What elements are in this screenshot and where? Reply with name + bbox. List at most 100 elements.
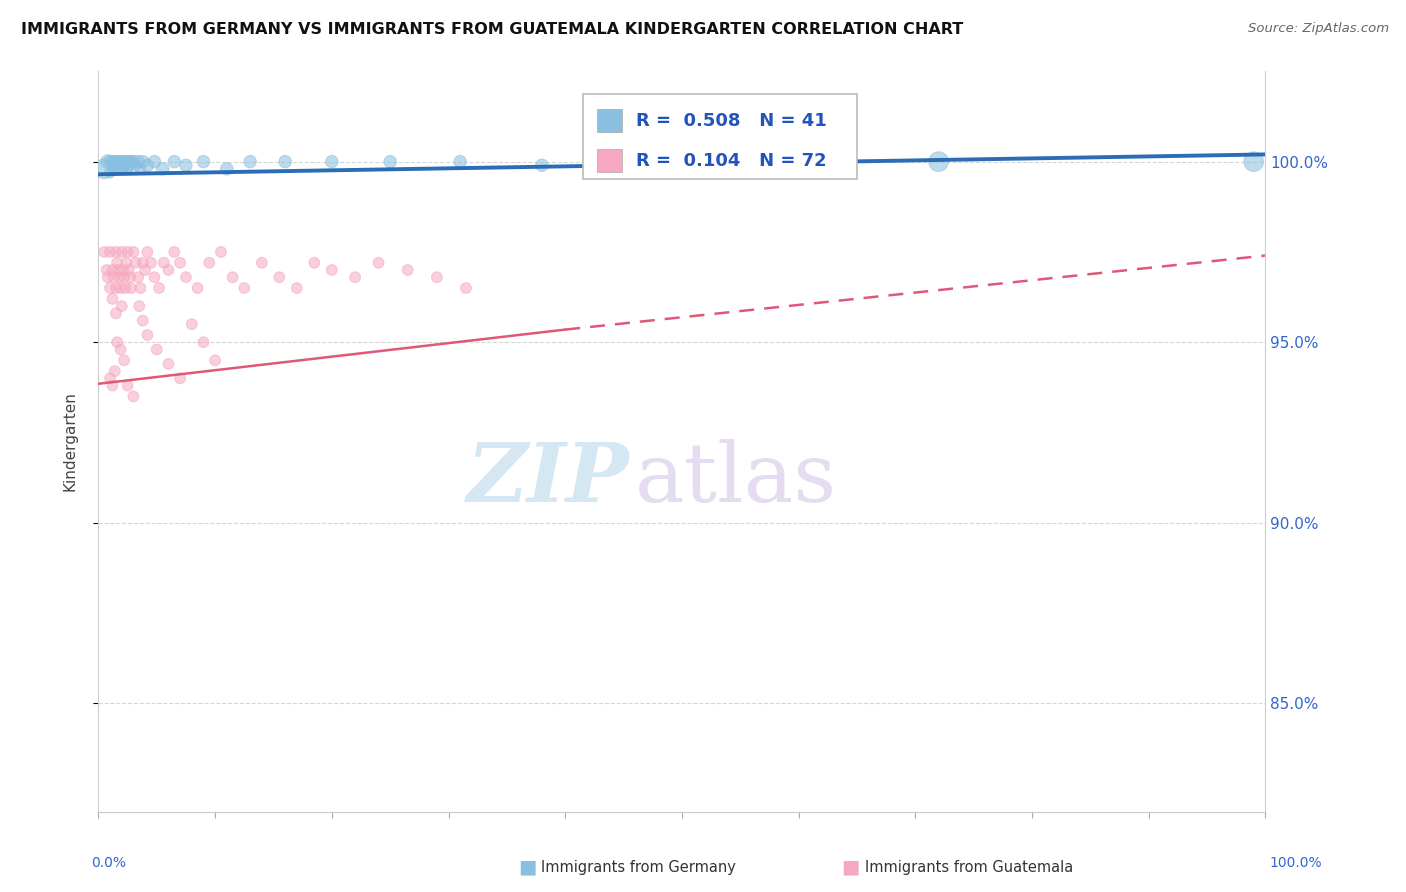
Point (108, 154, 131, 169)
Point (1243, 154, 1265, 169)
Text: Immigrants from Guatemala: Immigrants from Guatemala (865, 860, 1073, 874)
Point (204, 353, 226, 368)
Point (118, 263, 141, 277)
Point (104, 306, 127, 320)
Point (120, 281, 142, 295)
Point (104, 154, 127, 169)
Text: Immigrants from Germany: Immigrants from Germany (541, 860, 737, 874)
Point (125, 158, 148, 172)
Point (112, 353, 135, 368)
Point (530, 158, 553, 172)
Point (180, 317, 202, 331)
Point (103, 270, 125, 285)
Point (143, 154, 166, 169)
Point (321, 154, 343, 169)
Point (97, 154, 120, 169)
Point (233, 281, 256, 295)
Point (449, 154, 471, 169)
Point (129, 161, 152, 176)
Point (136, 158, 159, 172)
Point (396, 263, 419, 277)
FancyBboxPatch shape (582, 94, 856, 178)
Point (174, 158, 197, 172)
Point (215, 161, 238, 176)
Point (136, 244, 159, 259)
Point (111, 154, 134, 169)
Point (380, 154, 402, 169)
Point (152, 256, 174, 270)
Point (110, 158, 132, 172)
Bar (596, 110, 623, 132)
Text: R =  0.104   N = 72: R = 0.104 N = 72 (637, 153, 827, 170)
Point (112, 270, 135, 285)
Point (146, 343, 169, 357)
Point (152, 161, 174, 176)
Point (110, 343, 132, 357)
Point (115, 154, 138, 169)
Point (105, 335, 128, 350)
Point (104, 364, 127, 378)
Point (143, 270, 166, 285)
Point (114, 158, 136, 172)
Point (118, 158, 141, 172)
Point (104, 281, 127, 295)
Text: R =  0.508   N = 41: R = 0.508 N = 41 (637, 112, 827, 130)
Point (112, 154, 135, 169)
Point (118, 154, 141, 169)
Text: ■: ■ (841, 857, 860, 877)
Point (127, 154, 149, 169)
Point (157, 263, 180, 277)
Point (103, 161, 125, 176)
Point (111, 244, 134, 259)
Point (107, 263, 129, 277)
Point (193, 154, 215, 169)
Point (114, 281, 136, 295)
Point (104, 158, 127, 172)
Point (98, 281, 121, 295)
Point (125, 256, 148, 270)
Point (139, 256, 162, 270)
Text: IMMIGRANTS FROM GERMANY VS IMMIGRANTS FROM GUATEMALA KINDERGARTEN CORRELATION CH: IMMIGRANTS FROM GERMANY VS IMMIGRANTS FR… (21, 22, 963, 37)
Point (111, 263, 134, 277)
Point (129, 281, 152, 295)
Point (187, 281, 209, 295)
Text: ■: ■ (517, 857, 537, 877)
Point (107, 161, 129, 176)
Point (93, 244, 115, 259)
Point (454, 281, 477, 295)
Point (105, 154, 128, 169)
Point (127, 270, 149, 285)
Text: 0.0%: 0.0% (91, 856, 127, 870)
Point (344, 270, 367, 285)
Point (93, 161, 115, 176)
Point (98, 371, 121, 385)
Point (122, 389, 145, 403)
Point (163, 244, 186, 259)
Point (134, 263, 156, 277)
Point (117, 161, 139, 176)
Point (169, 371, 191, 385)
Point (110, 281, 132, 295)
Point (111, 161, 134, 176)
Point (274, 154, 297, 169)
Point (136, 328, 159, 343)
Point (169, 256, 191, 270)
Point (122, 154, 145, 169)
Point (117, 244, 139, 259)
Point (321, 263, 343, 277)
Point (209, 244, 232, 259)
Point (118, 270, 141, 285)
Point (163, 154, 186, 169)
Point (132, 313, 155, 327)
Point (111, 299, 134, 313)
Point (193, 335, 215, 350)
Point (426, 270, 449, 285)
Point (101, 263, 124, 277)
Point (104, 244, 127, 259)
Point (101, 154, 124, 169)
Text: Source: ZipAtlas.com: Source: ZipAtlas.com (1249, 22, 1389, 36)
Point (105, 256, 128, 270)
Point (132, 256, 155, 270)
Point (250, 256, 273, 270)
Point (122, 244, 145, 259)
